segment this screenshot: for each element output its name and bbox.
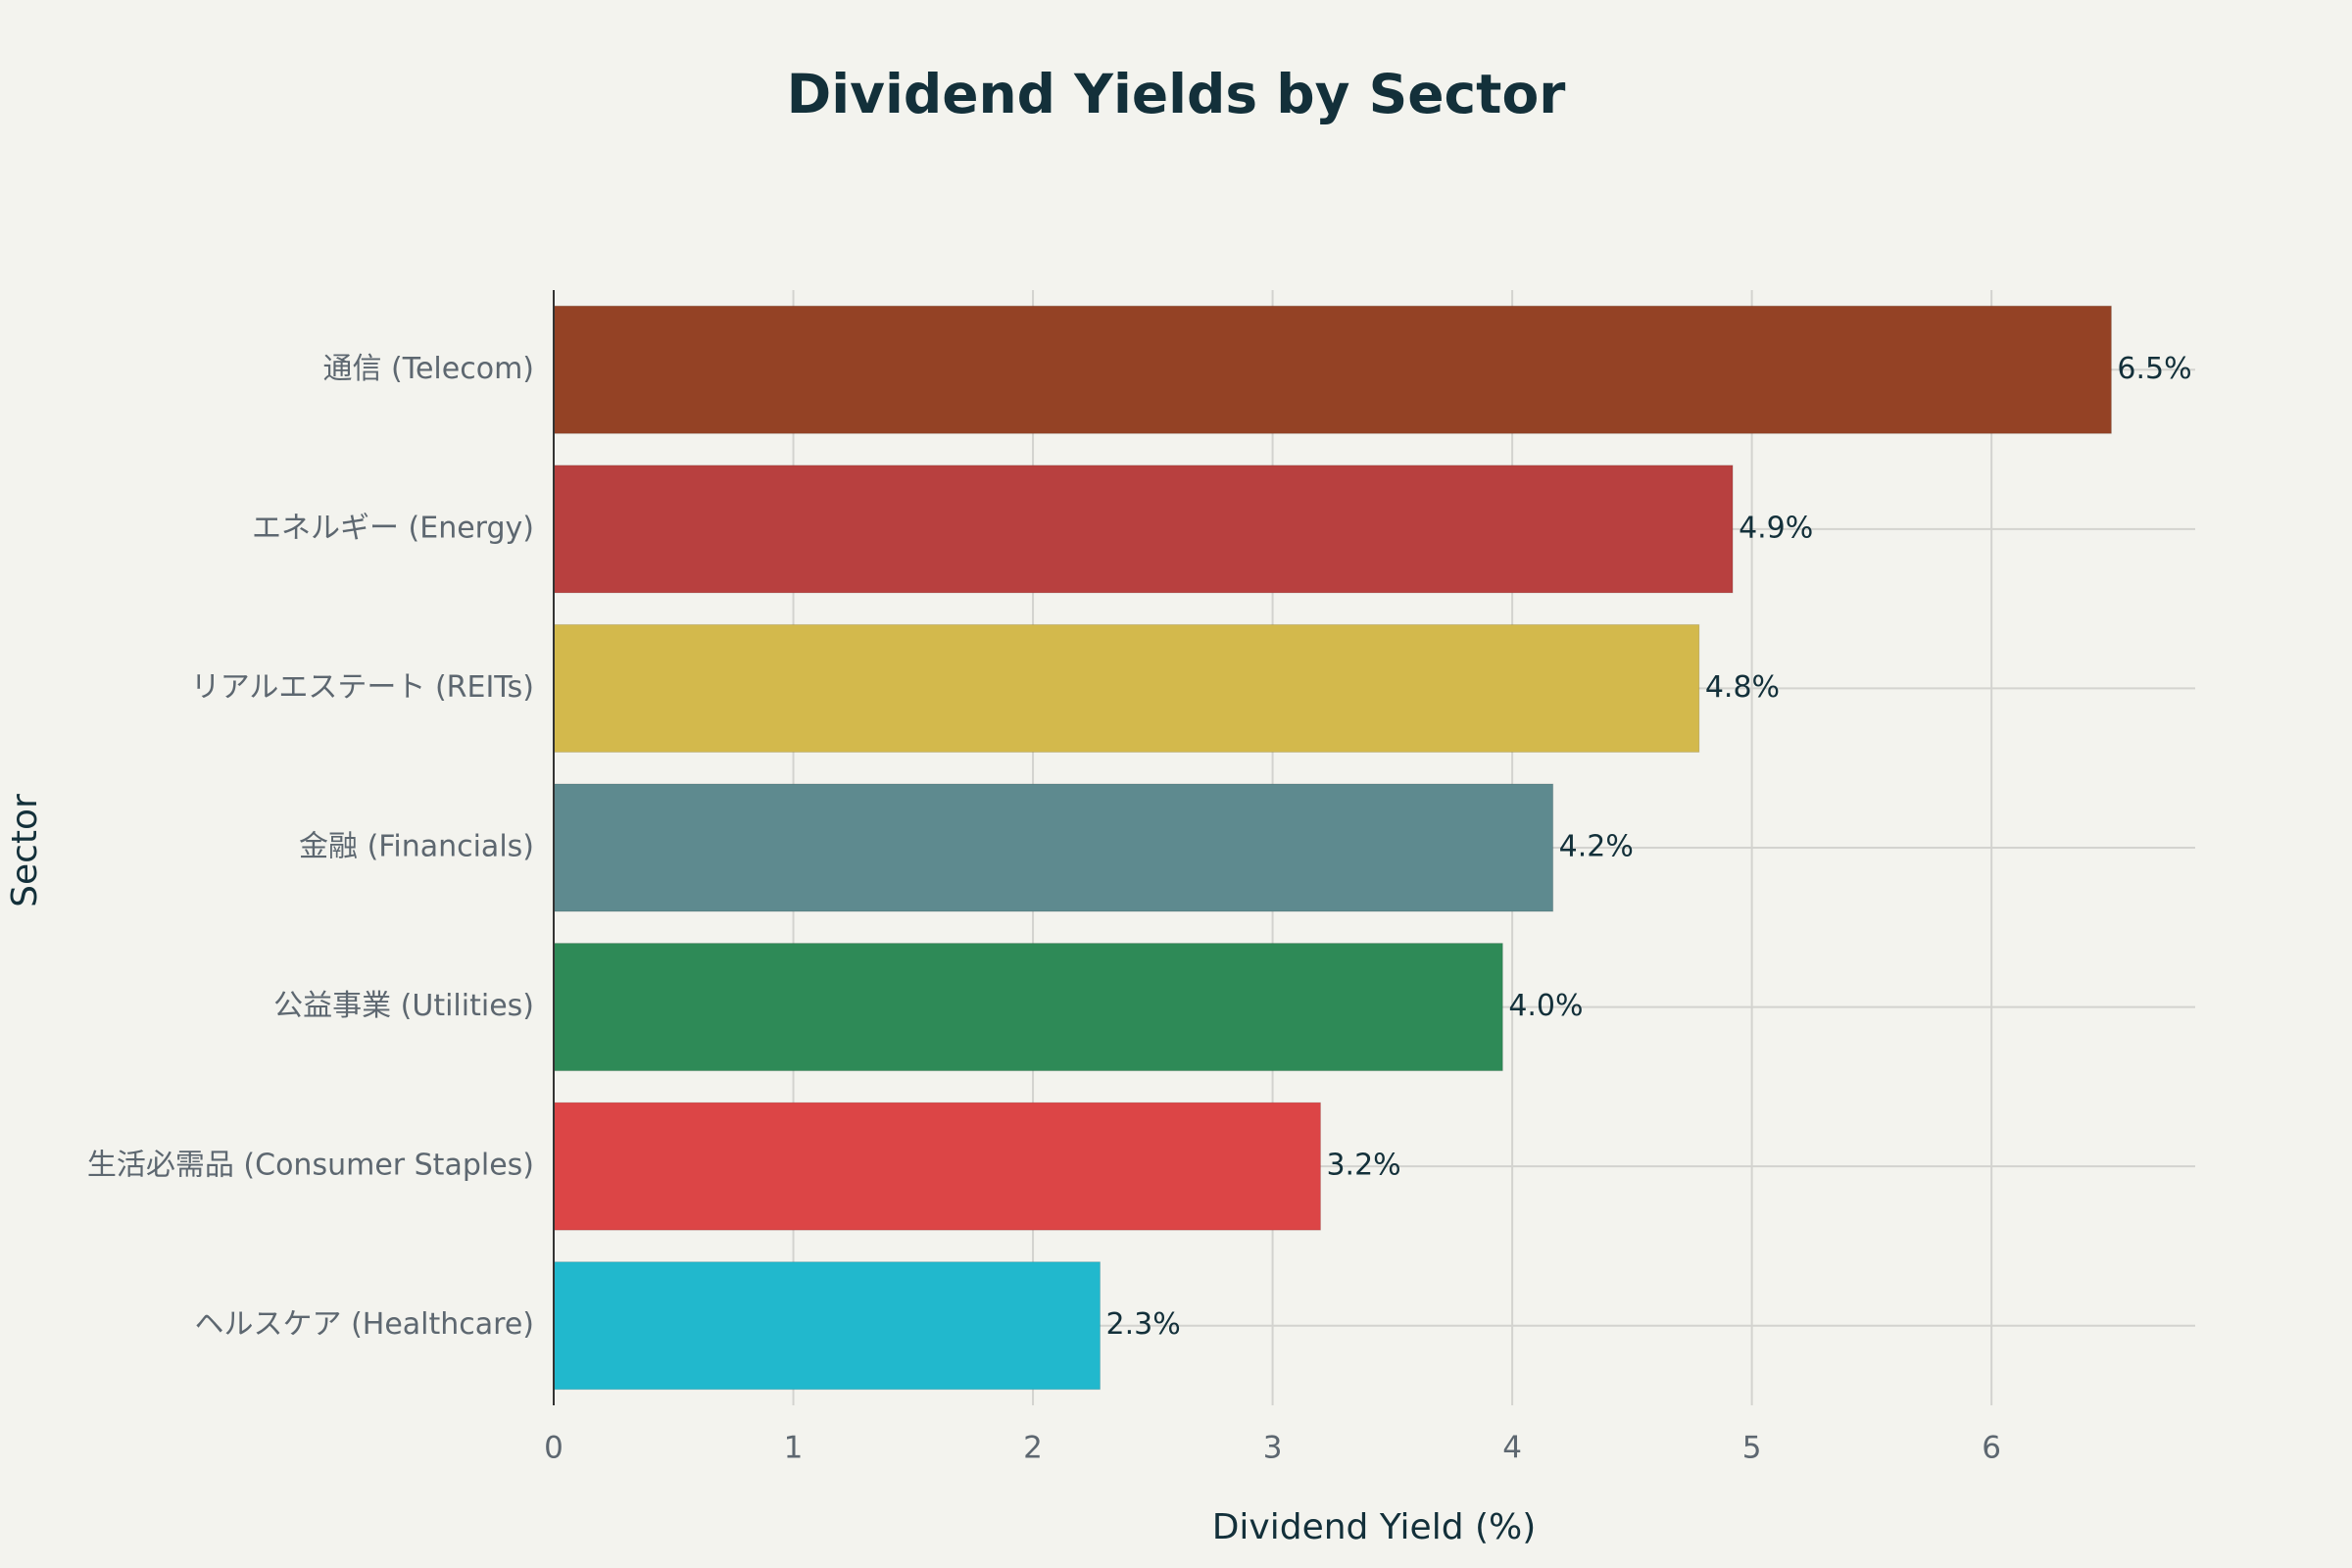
y-tick-label: ヘルスケア (Healthcare)	[195, 1307, 534, 1342]
y-tick-label: リアルエステート (REITs)	[191, 670, 534, 705]
data-label: 6.5%	[2117, 352, 2191, 386]
bar[interactable]	[553, 305, 2112, 434]
y-tick-label: 金融 (Financials)	[299, 830, 534, 864]
bar[interactable]	[553, 783, 1554, 912]
bar[interactable]	[553, 1261, 1102, 1391]
data-label: 4.2%	[1559, 830, 1634, 864]
y-tick-label: 通信 (Telecom)	[323, 352, 535, 386]
bar[interactable]	[553, 943, 1503, 1072]
y-tick-label: エネルギー (Energy)	[252, 511, 534, 545]
x-tick-label: 4	[1502, 1431, 1522, 1466]
x-tick-label: 1	[784, 1431, 804, 1466]
x-tick-label: 5	[1742, 1431, 1762, 1466]
data-label: 2.3%	[1106, 1307, 1181, 1342]
x-axis-title: Dividend Yield (%)	[1212, 1507, 1537, 1547]
x-tick-label: 3	[1263, 1431, 1283, 1466]
category-labels: 通信 (Telecom) エネルギー (Energy) リアルエステート (REIT…	[87, 352, 534, 1342]
data-label: 4.0%	[1508, 989, 1583, 1023]
y-axis-title: Sector	[5, 794, 45, 907]
bar[interactable]	[553, 623, 1700, 753]
data-label: 4.9%	[1739, 511, 1813, 545]
y-tick-label: 公益事業 (Utilities)	[273, 989, 534, 1023]
data-labels: 6.5% 4.9% 4.8% 4.2% 4.0% 3.2% 2.3%	[1106, 352, 2192, 1342]
x-tick-label: 2	[1023, 1431, 1043, 1466]
bars	[553, 305, 2112, 1391]
data-label: 3.2%	[1326, 1149, 1400, 1183]
x-tick-label: 6	[1982, 1431, 2001, 1466]
data-label: 4.8%	[1705, 670, 1780, 705]
y-tick-label: 生活必需品 (Consumer Staples)	[87, 1149, 534, 1183]
chart-title: Dividend Yields by Sector	[787, 63, 1566, 125]
bar[interactable]	[553, 1102, 1321, 1231]
x-ticks: 0 1 2 3 4 5 6	[544, 1431, 2001, 1466]
bar[interactable]	[553, 465, 1734, 594]
x-tick-label: 0	[544, 1431, 564, 1466]
